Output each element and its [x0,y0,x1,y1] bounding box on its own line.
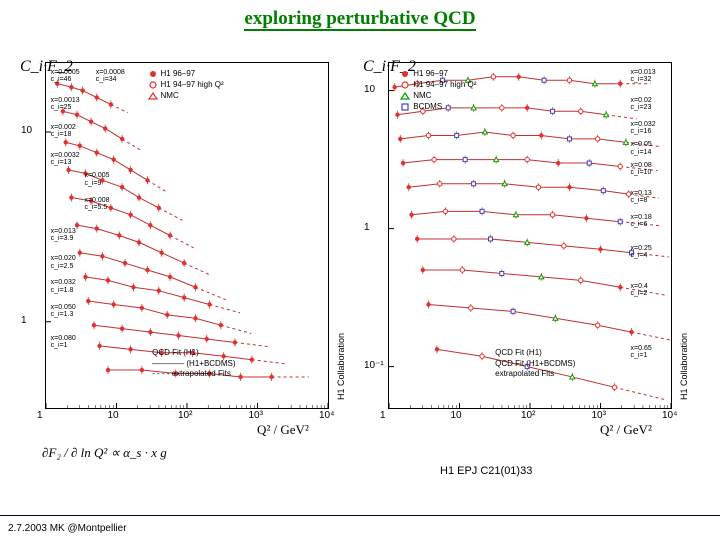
footer-rule [0,515,720,516]
legend-item: NMC [413,91,431,100]
ytick: 10⁻¹ [364,360,384,371]
series-ann: x=0.0008c_i=34 [96,69,125,84]
ytick: 1 [364,222,370,233]
legend-item: H1 94–97 high Q² [413,80,476,89]
legend-item: H1 94–97 high Q² [161,80,224,89]
xtick: 1 [37,410,43,421]
xtick: 1 [380,410,386,421]
legend-item: H1 96–97 [413,69,448,78]
series-ann: x=0.25c_i=4 [631,245,652,260]
series-ann: x=0.032c_i=16 [631,121,656,136]
series-ann: x=0.013c_i=3.9 [51,228,76,243]
series-ann: x=0.08c_i=10 [631,162,652,177]
series-ann: x=0.18c_i=6 [631,214,652,229]
ytick: 10 [21,125,32,136]
xlabel: Q² / GeV² [257,422,309,438]
xtick: 10² [178,410,192,421]
ytick: 10 [364,84,375,95]
xtick: 10² [521,410,535,421]
right-collab: H1 Collaboration [679,333,689,400]
qcd-legend: QCD Fit (H1)———— (H1+BCDMS)- - - - extra… [152,348,235,379]
series-ann: x=0.002c_i=18 [51,124,76,139]
footer: 2.7.2003 MK @Montpellier [8,523,127,534]
left-collab: H1 Collaboration [336,333,346,400]
slide: exploring perturbative QCD C_i·F_2 H1 Co… [0,0,720,540]
page-title: exploring perturbative QCD [0,8,720,30]
xtick: 10⁴ [662,410,677,421]
title-text: exploring perturbative QCD [244,8,475,31]
legend-item: H1 96–97 [161,69,196,78]
series-ann: x=0.05c_i=14 [631,141,652,156]
series-ann: x=0.02c_i=23 [631,97,652,112]
xlabel: Q² / GeV² [600,422,652,438]
series-ann: x=0.032c_i=1.8 [51,279,76,294]
series-ann: x=0.4c_i=2 [631,283,648,298]
xtick: 10 [108,410,119,421]
ytick: 1 [21,315,27,326]
equation: ∂F₂ / ∂ ln Q² ∝ α_s · x g [42,445,167,461]
series-ann: x=0.050c_i=1.3 [51,304,76,319]
legend-item: BCDMS [413,102,442,111]
xtick: 10 [451,410,462,421]
xtick: 10⁴ [319,410,334,421]
series-ann: x=0.005c_i=9 [84,172,109,187]
series-ann: x=0.65c_i=1 [631,345,652,360]
series-ann: x=0.0005c_i=46 [51,69,80,84]
xtick: 10³ [249,410,263,421]
series-ann: x=0.080c_i=1 [51,335,76,350]
qcd-legend: QCD Fit (H1)QCD Fit (H1+BCDMS)extrapolat… [495,348,575,379]
xtick: 10³ [592,410,606,421]
series-ann: x=0.13c_i=8 [631,190,652,205]
series-ann: x=0.008c_i=5.5 [84,197,109,212]
reference: H1 EPJ C21(01)33 [440,465,532,477]
series-ann: x=0.0032c_i=13 [51,152,80,167]
series-ann: x=0.020c_i=2.5 [51,255,76,270]
series-ann: x=0.013c_i=32 [631,69,656,84]
series-ann: x=0.0013c_i=25 [51,97,80,112]
legend-item: NMC [161,91,179,100]
